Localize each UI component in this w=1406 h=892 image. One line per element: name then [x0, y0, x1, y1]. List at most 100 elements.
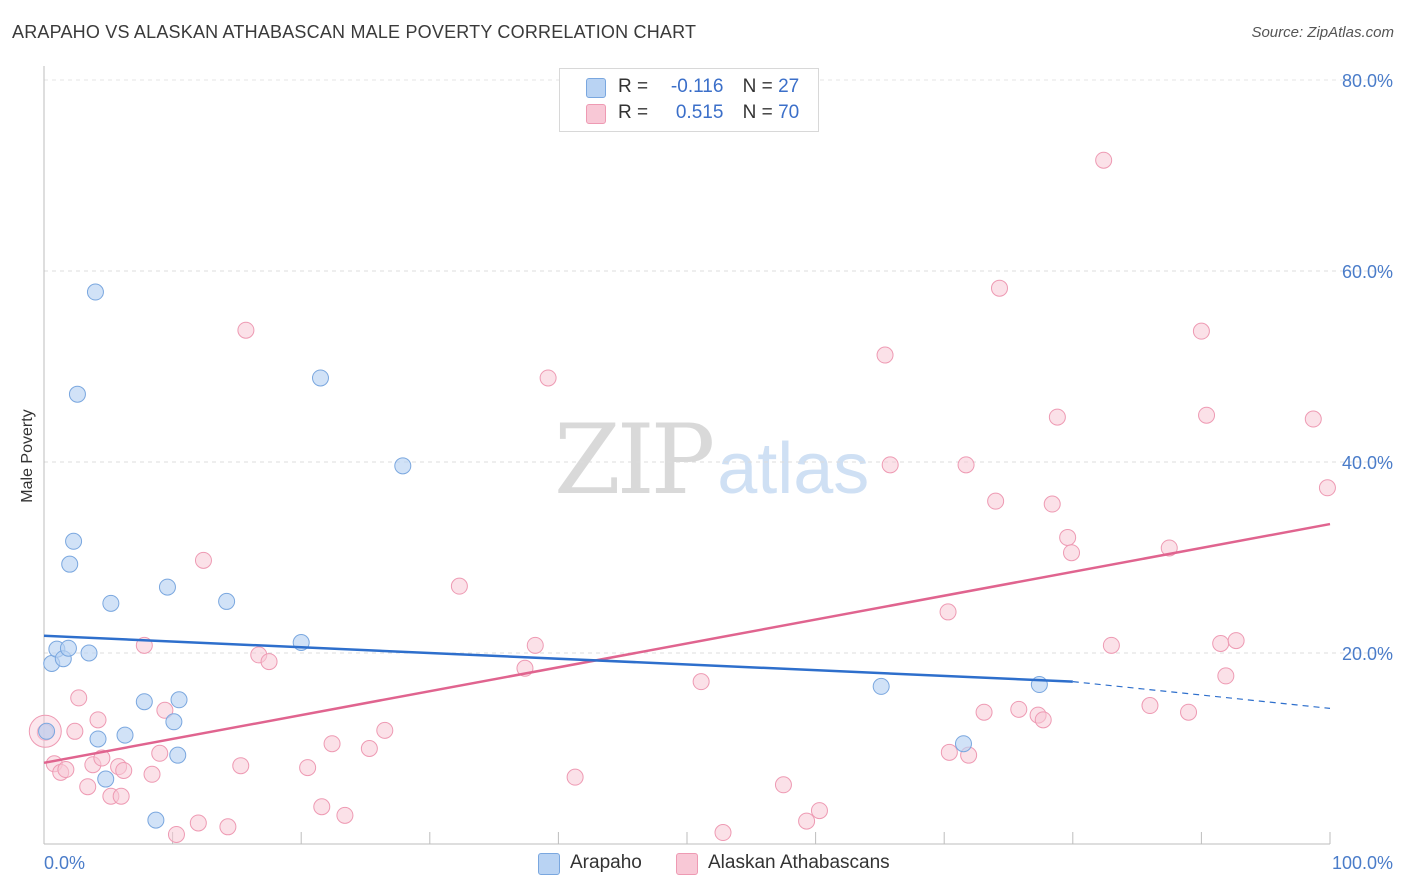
data-point-athabascan — [798, 812, 816, 830]
data-point-athabascan — [360, 740, 378, 757]
data-point-athabascan — [1304, 410, 1322, 428]
data-point-arapaho — [116, 726, 134, 744]
data-point-athabascan — [1059, 528, 1077, 546]
correlation-legend: R = -0.116 N = 27 R = 0.515 N = 70 — [559, 68, 819, 132]
data-point-arapaho — [89, 730, 107, 748]
legend-n-label: N = — [742, 76, 773, 97]
data-point-arapaho — [394, 457, 412, 475]
data-point-athabascan — [260, 653, 278, 671]
legend-r-label: R = — [618, 102, 649, 123]
trend-line-athabascan — [43, 522, 1331, 765]
data-point-athabascan — [143, 765, 161, 783]
data-point-athabascan — [450, 577, 468, 595]
data-point-arapaho — [86, 283, 104, 301]
data-point-athabascan — [70, 689, 88, 707]
data-point-athabascan — [1180, 703, 1198, 721]
data-point-athabascan — [526, 636, 544, 654]
data-point-arapaho — [147, 811, 165, 829]
data-point-athabascan — [1217, 667, 1235, 685]
data-point-arapaho — [218, 592, 236, 610]
data-point-athabascan — [232, 757, 250, 775]
data-point-athabascan — [151, 744, 169, 762]
data-point-athabascan — [1063, 544, 1081, 562]
data-point-arapaho — [65, 532, 83, 550]
data-point-athabascan — [1102, 636, 1120, 654]
data-point-athabascan — [194, 551, 212, 569]
y-tick-label: 20.0% — [1342, 644, 1393, 664]
legend-label-arapaho: Arapaho — [570, 852, 642, 873]
trend-line-arapaho — [43, 634, 1073, 683]
series-arapaho-points — [38, 283, 1048, 829]
data-point-arapaho — [38, 722, 56, 740]
data-point-athabascan — [1095, 151, 1113, 169]
data-point-arapaho — [954, 735, 972, 753]
legend-n-label: N = — [742, 102, 773, 123]
chart-title: ARAPAHO VS ALASKAN ATHABASCAN MALE POVER… — [12, 22, 697, 42]
y-tick-label: 60.0% — [1342, 262, 1393, 282]
data-point-athabascan — [692, 673, 710, 691]
data-point-athabascan — [66, 722, 84, 740]
legend-swatch-athabascan — [676, 853, 698, 875]
legend-n-value: 70 — [778, 102, 800, 123]
data-point-athabascan — [939, 603, 957, 621]
data-point-arapaho — [169, 746, 187, 764]
data-point-athabascan — [1198, 406, 1216, 424]
data-point-athabascan — [1043, 495, 1061, 513]
data-point-arapaho — [102, 594, 120, 612]
data-point-athabascan — [1141, 697, 1159, 715]
data-point-athabascan — [189, 814, 207, 832]
data-point-athabascan — [957, 456, 975, 474]
data-point-athabascan — [323, 735, 341, 753]
watermark: ZIPatlas — [554, 404, 869, 516]
data-point-athabascan — [1048, 408, 1066, 426]
data-point-athabascan — [881, 456, 899, 474]
data-point-athabascan — [219, 818, 237, 836]
legend-text-athabascan: R = 0.515 N = 70 — [618, 102, 799, 124]
data-point-athabascan — [876, 346, 894, 364]
source-label: Source: ZipAtlas.com — [1251, 24, 1394, 41]
data-point-athabascan — [336, 806, 354, 824]
data-point-athabascan — [1034, 711, 1052, 729]
data-point-athabascan — [1192, 322, 1210, 340]
data-point-athabascan — [313, 798, 331, 816]
series-legend: Arapaho Alaskan Athabascans — [0, 852, 1406, 878]
data-point-athabascan — [112, 787, 130, 805]
watermark-zip: ZIP — [554, 404, 715, 516]
legend-r-label: R = — [618, 76, 649, 97]
y-tick-label: 40.0% — [1342, 453, 1393, 473]
series-athabascan-points — [28, 151, 1336, 843]
data-point-athabascan — [1010, 700, 1028, 718]
data-point-athabascan — [810, 802, 828, 820]
trend-line-arapaho-extrapolated — [1072, 681, 1331, 709]
legend-label-athabascan: Alaskan Athabascans — [708, 852, 890, 873]
data-point-athabascan — [79, 778, 97, 796]
data-point-arapaho — [61, 555, 79, 573]
data-point-athabascan — [714, 824, 732, 842]
legend-r-value: -0.116 — [670, 76, 724, 97]
data-point-athabascan — [1227, 632, 1245, 650]
data-point-athabascan — [566, 768, 584, 786]
data-point-athabascan — [89, 711, 107, 729]
data-point-arapaho — [165, 713, 183, 731]
data-point-athabascan — [539, 369, 557, 387]
data-point-athabascan — [940, 743, 958, 761]
data-point-arapaho — [80, 644, 98, 662]
x-tick-label: 100.0% — [1332, 853, 1393, 873]
legend-text-arapaho: R = -0.116 N = 27 — [618, 76, 799, 98]
data-point-arapaho — [59, 639, 77, 657]
legend-swatch-arapaho — [538, 853, 560, 875]
data-point-arapaho — [311, 369, 329, 387]
data-point-athabascan — [167, 825, 185, 843]
data-point-athabascan — [57, 761, 75, 779]
data-point-arapaho — [135, 693, 153, 711]
data-point-athabascan — [376, 721, 394, 739]
trend-lines — [43, 522, 1331, 765]
data-point-athabascan — [1212, 634, 1230, 652]
data-point-athabascan — [299, 759, 317, 777]
data-point-athabascan — [237, 321, 255, 339]
legend-r-value: 0.515 — [675, 102, 724, 123]
data-point-arapaho — [170, 691, 188, 709]
data-point-athabascan — [156, 701, 174, 719]
data-point-athabascan — [1318, 479, 1336, 497]
